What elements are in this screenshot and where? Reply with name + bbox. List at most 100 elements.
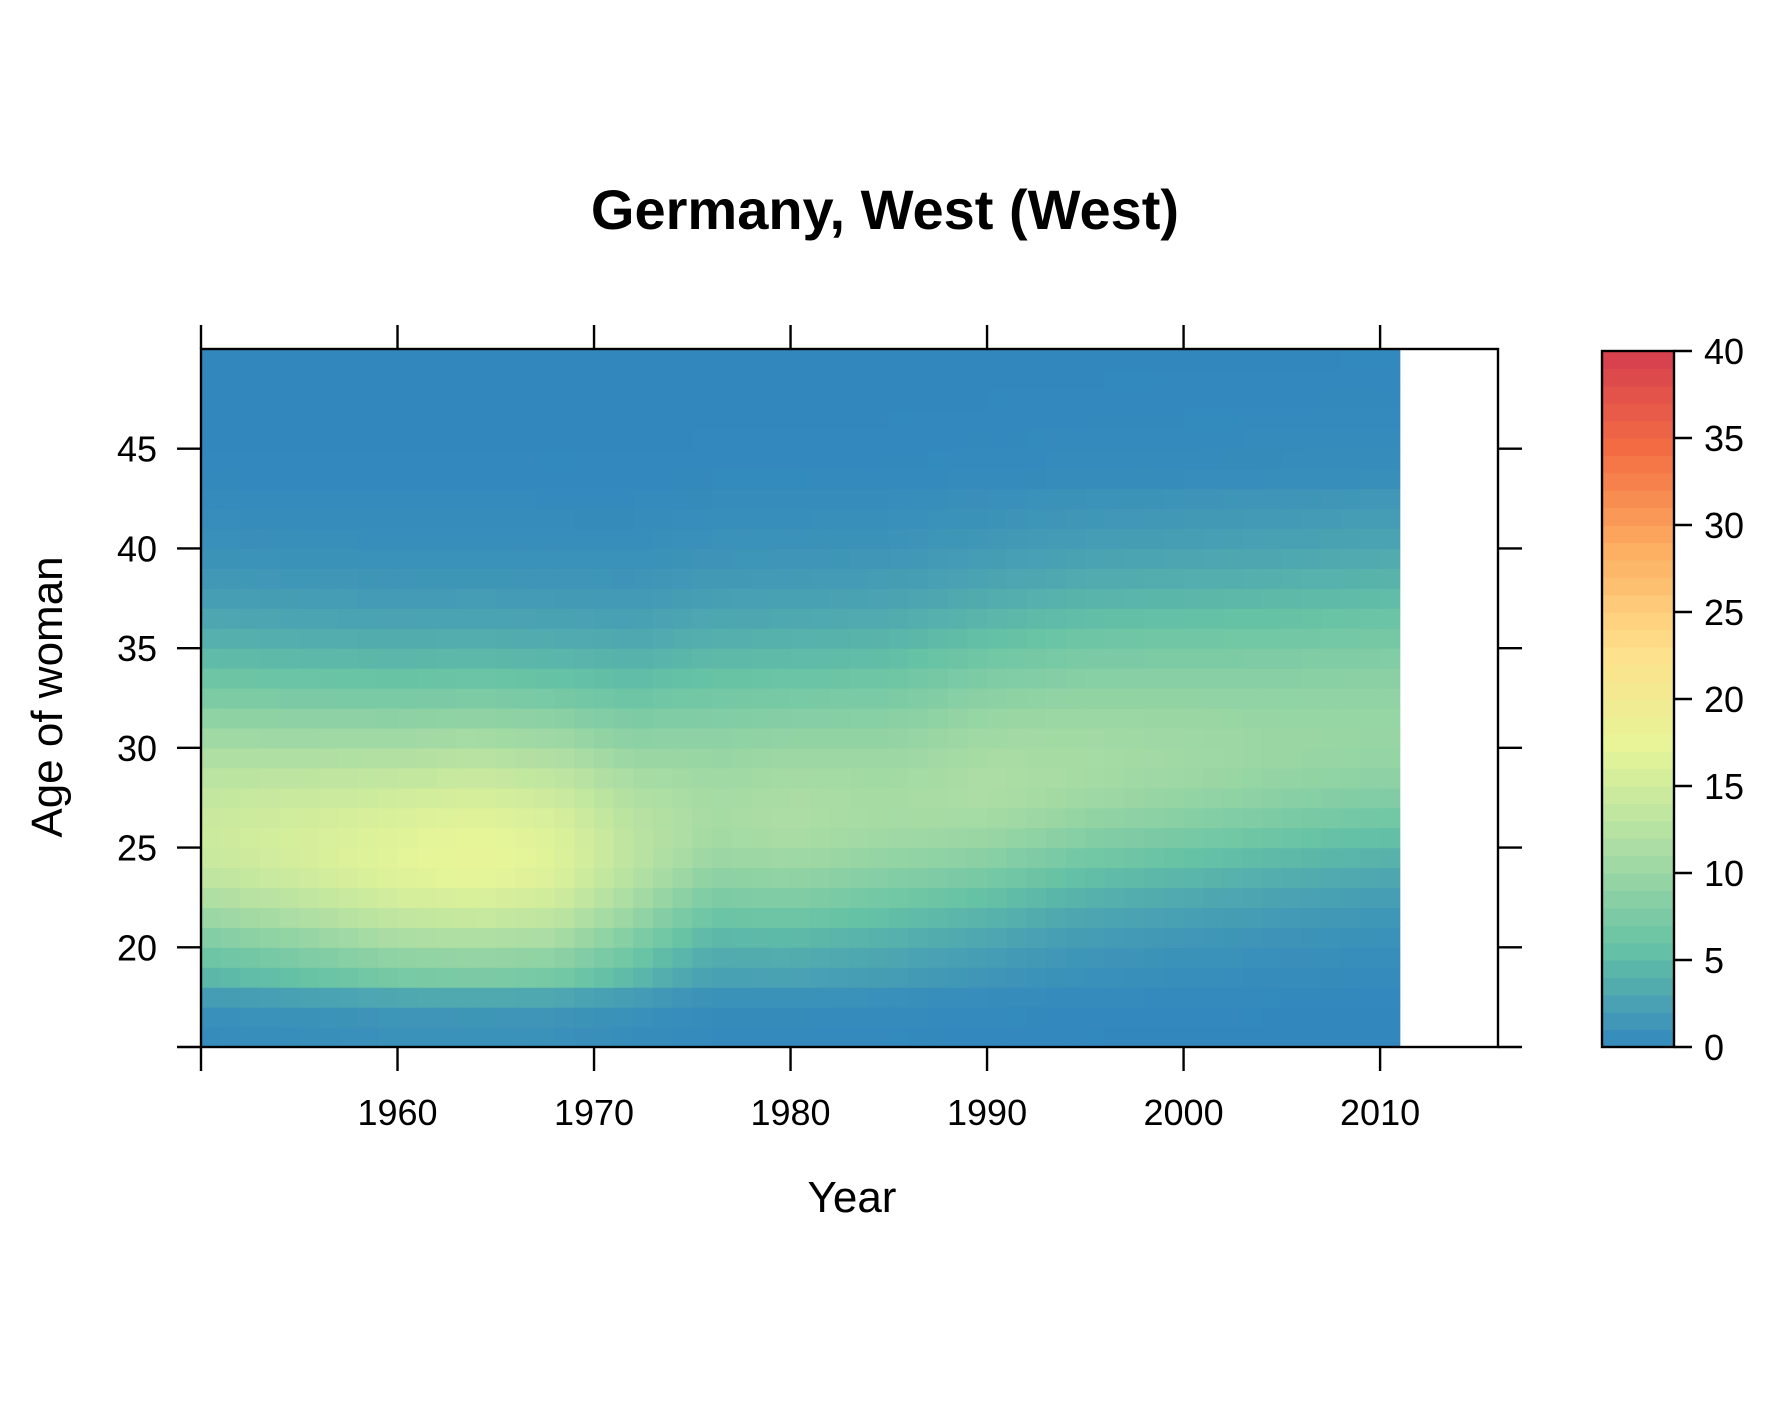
heatmap-cell bbox=[869, 907, 890, 928]
heatmap-cell bbox=[987, 588, 1008, 609]
heatmap-cell bbox=[751, 608, 772, 629]
heatmap-cell bbox=[751, 508, 772, 530]
heatmap-cell bbox=[456, 448, 477, 470]
heatmap-cell bbox=[1006, 767, 1027, 789]
heatmap-cell bbox=[220, 887, 241, 908]
heatmap-cell bbox=[652, 767, 674, 789]
heatmap-cell bbox=[1301, 867, 1322, 889]
heatmap-cell bbox=[1026, 807, 1047, 829]
heatmap-cell bbox=[377, 927, 399, 948]
heatmap-cell bbox=[1360, 608, 1381, 629]
heatmap-cell bbox=[299, 707, 320, 729]
heatmap-cell bbox=[240, 747, 261, 769]
heatmap-cell bbox=[436, 727, 458, 749]
heatmap-cell bbox=[1222, 987, 1244, 1008]
heatmap-cell bbox=[1104, 448, 1126, 470]
heatmap-cell bbox=[1301, 787, 1322, 809]
heatmap-cell bbox=[1203, 1027, 1224, 1048]
heatmap-cell bbox=[417, 947, 438, 968]
heatmap-cell bbox=[731, 987, 752, 1008]
heatmap-cell bbox=[1262, 827, 1283, 849]
heatmap-cell bbox=[692, 1007, 713, 1028]
heatmap-cell bbox=[574, 388, 595, 410]
heatmap-cell bbox=[1026, 1007, 1047, 1028]
heatmap-cell bbox=[259, 927, 281, 948]
heatmap-cell bbox=[240, 787, 261, 809]
heatmap-cell bbox=[1065, 628, 1086, 649]
heatmap-cell bbox=[1203, 688, 1224, 709]
heatmap-cell bbox=[535, 707, 556, 729]
heatmap-cell bbox=[515, 628, 536, 649]
heatmap-cell bbox=[1242, 1007, 1263, 1028]
heatmap-cell bbox=[849, 907, 870, 928]
heatmap-cell bbox=[436, 967, 458, 988]
heatmap-cell bbox=[1203, 827, 1224, 849]
heatmap-cell bbox=[888, 707, 910, 729]
heatmap-cell bbox=[770, 987, 792, 1008]
heatmap-cell bbox=[1065, 608, 1086, 629]
heatmap-cell bbox=[1203, 368, 1224, 390]
heatmap-cell bbox=[240, 967, 261, 988]
heatmap-cell bbox=[436, 927, 458, 948]
heatmap-cell bbox=[318, 947, 340, 968]
heatmap-cell bbox=[554, 867, 575, 889]
heatmap-cell bbox=[1242, 349, 1263, 370]
heatmap-cell bbox=[574, 887, 595, 908]
heatmap-cell bbox=[1046, 628, 1067, 649]
heatmap-cell bbox=[594, 787, 615, 809]
heatmap-cell bbox=[1242, 947, 1263, 968]
heatmap-cell bbox=[869, 967, 890, 988]
heatmap-cell bbox=[1104, 1007, 1126, 1028]
heatmap-cell bbox=[869, 448, 890, 470]
heatmap-cell bbox=[594, 349, 615, 370]
heatmap-cell bbox=[1085, 488, 1106, 510]
heatmap-cell bbox=[770, 947, 792, 968]
heatmap-cell bbox=[515, 568, 536, 589]
heatmap-cell bbox=[1360, 349, 1381, 370]
heatmap-cell bbox=[692, 707, 713, 729]
heatmap-cell bbox=[1321, 967, 1342, 988]
heatmap-cell bbox=[888, 807, 910, 829]
heatmap-cell bbox=[1183, 568, 1204, 589]
heatmap-cell bbox=[1340, 668, 1362, 689]
heatmap-cell bbox=[259, 508, 281, 530]
heatmap-cell bbox=[220, 787, 241, 809]
heatmap-cell bbox=[849, 668, 870, 689]
heatmap-cell bbox=[495, 967, 517, 988]
heatmap-cell bbox=[829, 747, 851, 769]
heatmap-cell bbox=[535, 608, 556, 629]
heatmap-cell bbox=[751, 767, 772, 789]
heatmap-cell bbox=[554, 349, 575, 370]
heatmap-cell bbox=[731, 707, 752, 729]
heatmap-cell bbox=[1163, 448, 1185, 470]
heatmap-cell bbox=[928, 668, 949, 689]
heatmap-cell bbox=[279, 628, 300, 649]
heatmap-cell bbox=[888, 927, 910, 948]
heatmap-cell bbox=[358, 767, 379, 789]
heatmap-cell bbox=[928, 807, 949, 829]
heatmap-cell bbox=[967, 448, 988, 470]
heatmap-cell bbox=[1321, 1007, 1342, 1028]
heatmap-cell bbox=[829, 787, 851, 809]
heatmap-cell bbox=[201, 827, 222, 849]
heatmap-cell bbox=[515, 668, 536, 689]
heatmap-cell bbox=[869, 468, 890, 490]
heatmap-cell bbox=[554, 668, 575, 689]
heatmap-cell bbox=[849, 807, 870, 829]
heatmap-cell bbox=[888, 967, 910, 988]
heatmap-cell bbox=[338, 807, 359, 829]
heatmap-cell bbox=[947, 648, 969, 669]
heatmap-cell bbox=[947, 349, 969, 370]
heatmap-cell bbox=[1124, 668, 1145, 689]
heatmap-cell bbox=[240, 388, 261, 410]
heatmap-cell bbox=[554, 568, 575, 589]
heatmap-cell bbox=[220, 688, 241, 709]
heatmap-cell bbox=[299, 688, 320, 709]
heatmap-cell bbox=[692, 807, 713, 829]
heatmap-cell bbox=[751, 927, 772, 948]
heatmap-cell bbox=[869, 388, 890, 410]
heatmap-cell bbox=[770, 887, 792, 908]
colorbar-tick-label: 20 bbox=[1704, 679, 1744, 720]
heatmap-cell bbox=[299, 588, 320, 609]
heatmap-cell bbox=[672, 847, 693, 869]
